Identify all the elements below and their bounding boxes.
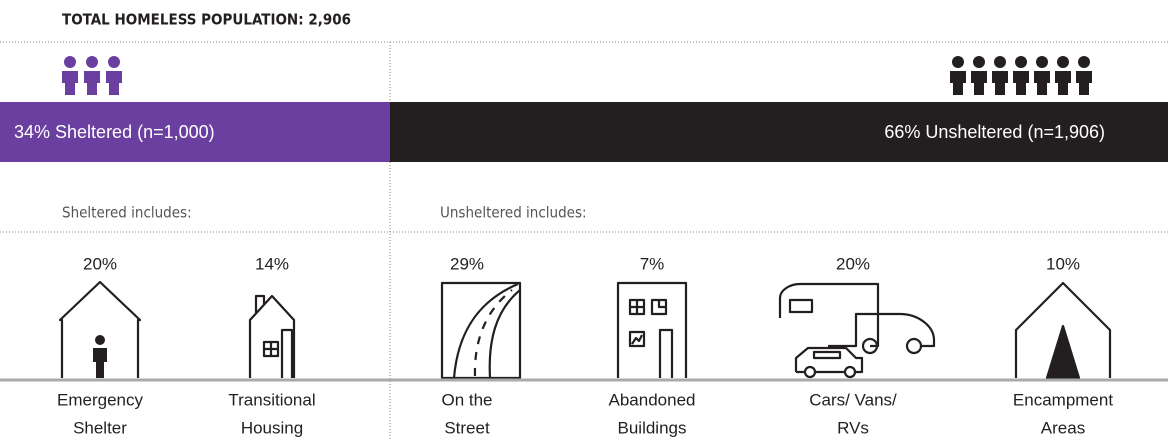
person [1055,56,1071,95]
sheltered-heading: Sheltered includes: [62,204,192,222]
item-label: Housing [241,418,303,437]
head [64,56,76,68]
percent: 14% [255,254,289,273]
body [106,71,122,95]
road-center [473,289,513,377]
unsheltered-label: 66% Unsheltered (n=1,906) [884,122,1105,142]
body [1013,71,1029,95]
tent-icon [1014,281,1112,378]
rv-icon [778,282,880,348]
person [62,56,78,95]
sheltered-bar [0,102,390,162]
housing-details [262,328,294,378]
body [62,71,78,95]
head [1057,56,1069,68]
item-label: Shelter [73,418,127,437]
title: TOTAL HOMELESS POPULATION: 2,906 [62,11,351,29]
item-label: RVs [837,418,869,437]
unsheltered-heading: Unsheltered includes: [440,204,587,222]
person [1076,56,1092,95]
icons [58,280,1112,380]
item-label: Buildings [618,418,687,437]
tent-door [1045,324,1081,380]
unsheltered-bar [390,102,1168,162]
person [106,56,122,95]
item-label: Areas [1041,418,1085,437]
head [973,56,985,68]
body [971,71,987,95]
sheltered-label: 34% Sheltered (n=1,000) [14,122,215,142]
road [452,282,521,379]
head [108,56,120,68]
wheel [905,337,923,355]
wheel [843,365,857,379]
head [1015,56,1027,68]
item-label: On the [441,390,492,409]
person [971,56,987,95]
car-icon [794,346,864,374]
building-icon [616,281,688,378]
wheel [861,337,879,355]
item-label: Street [444,418,490,437]
van-icon [788,298,936,348]
building-details [628,298,674,378]
shelter-icon [58,280,142,378]
person [1034,56,1050,95]
person [1013,56,1029,95]
percent: 29% [450,254,484,273]
item-label: Encampment [1013,390,1113,409]
street-icon [440,281,522,380]
percent: 20% [83,254,117,273]
head [86,56,98,68]
item-label: Transitional [228,390,315,409]
item-label: Emergency [57,390,143,409]
body [1076,71,1092,95]
person-icon [93,335,107,378]
housing-icon [248,294,296,378]
percent: 20% [836,254,870,273]
wheel [803,365,817,379]
body [1034,71,1050,95]
body [84,71,100,95]
item-label: Abandoned [609,390,696,409]
person [992,56,1008,95]
percent: 7% [640,254,665,273]
head [952,56,964,68]
item-label: Cars/ Vans/ [809,390,897,409]
people-icons [62,56,1092,95]
head [1036,56,1048,68]
person [84,56,100,95]
head [994,56,1006,68]
person [950,56,966,95]
head [1078,56,1090,68]
body [950,71,966,95]
percent: 10% [1046,254,1080,273]
body [1055,71,1071,95]
body [992,71,1008,95]
